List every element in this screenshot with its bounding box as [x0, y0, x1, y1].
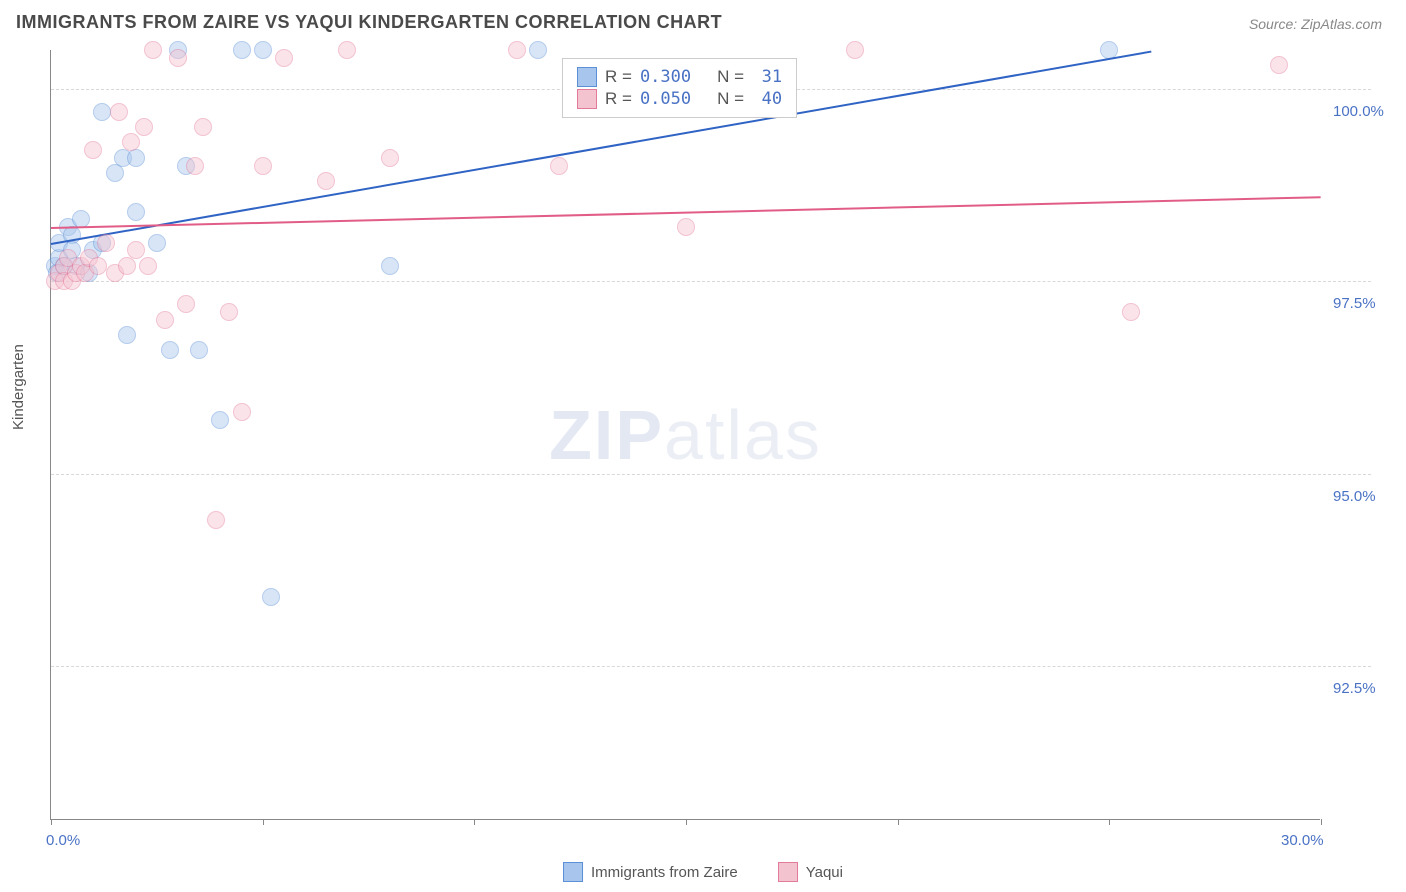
scatter-point: [93, 103, 111, 121]
n-label: N =: [717, 67, 744, 87]
scatter-point: [161, 341, 179, 359]
scatter-point: [233, 403, 251, 421]
scatter-point: [118, 326, 136, 344]
scatter-point: [169, 49, 187, 67]
x-tick: [1321, 819, 1322, 825]
watermark-rest: atlas: [664, 396, 822, 474]
scatter-point: [233, 41, 251, 59]
scatter-point: [106, 164, 124, 182]
scatter-point: [1270, 56, 1288, 74]
scatter-point: [139, 257, 157, 275]
r-value: 0.050: [640, 89, 691, 109]
n-value: 40: [752, 89, 782, 109]
scatter-point: [194, 118, 212, 136]
legend-item: Immigrants from Zaire: [563, 862, 738, 882]
scatter-point: [275, 49, 293, 67]
bottom-legend: Immigrants from Zaire Yaqui: [563, 862, 843, 882]
r-label: R =: [605, 89, 632, 109]
scatter-point: [254, 157, 272, 175]
scatter-point: [110, 103, 128, 121]
x-tick: [263, 819, 264, 825]
scatter-point: [144, 41, 162, 59]
scatter-point: [84, 141, 102, 159]
r-label: R =: [605, 67, 632, 87]
x-tick: [898, 819, 899, 825]
scatter-point: [677, 218, 695, 236]
y-tick-label: 97.5%: [1333, 295, 1403, 312]
source-attribution: Source: ZipAtlas.com: [1249, 16, 1382, 32]
scatter-point: [846, 41, 864, 59]
scatter-point: [1122, 303, 1140, 321]
chart-title: IMMIGRANTS FROM ZAIRE VS YAQUI KINDERGAR…: [16, 12, 722, 33]
legend-swatch: [577, 67, 597, 87]
legend-swatch: [563, 862, 583, 882]
plot-area: ZIPatlas 92.5%95.0%97.5%100.0%0.0%30.0%: [50, 50, 1320, 820]
legend-label: Yaqui: [806, 864, 843, 881]
x-tick: [1109, 819, 1110, 825]
legend-item: Yaqui: [778, 862, 843, 882]
chart-container: IMMIGRANTS FROM ZAIRE VS YAQUI KINDERGAR…: [0, 0, 1406, 892]
scatter-point: [97, 234, 115, 252]
scatter-point: [127, 149, 145, 167]
x-tick-label: 30.0%: [1281, 832, 1324, 849]
scatter-point: [89, 257, 107, 275]
y-tick-label: 92.5%: [1333, 680, 1403, 697]
x-tick: [474, 819, 475, 825]
scatter-point: [135, 118, 153, 136]
gridline-h: [51, 281, 1371, 282]
scatter-point: [220, 303, 238, 321]
gridline-h: [51, 474, 1371, 475]
scatter-point: [118, 257, 136, 275]
scatter-point: [186, 157, 204, 175]
legend-swatch: [778, 862, 798, 882]
gridline-h: [51, 666, 1371, 667]
x-tick-label: 0.0%: [46, 832, 80, 849]
y-tick-label: 95.0%: [1333, 488, 1403, 505]
scatter-point: [127, 203, 145, 221]
scatter-point: [207, 511, 225, 529]
stats-row: R = 0.300 N = 31: [577, 67, 782, 87]
scatter-point: [122, 133, 140, 151]
scatter-point: [550, 157, 568, 175]
legend-label: Immigrants from Zaire: [591, 864, 738, 881]
watermark-bold: ZIP: [549, 396, 664, 474]
watermark: ZIPatlas: [549, 395, 822, 475]
scatter-point: [254, 41, 272, 59]
scatter-point: [127, 241, 145, 259]
x-tick: [686, 819, 687, 825]
scatter-point: [156, 311, 174, 329]
n-label: N =: [717, 89, 744, 109]
y-axis-label: Kindergarten: [10, 344, 27, 430]
scatter-point: [262, 588, 280, 606]
scatter-point: [317, 172, 335, 190]
scatter-point: [190, 341, 208, 359]
scatter-point: [177, 295, 195, 313]
scatter-point: [211, 411, 229, 429]
scatter-point: [508, 41, 526, 59]
stats-row: R = 0.050 N = 40: [577, 89, 782, 109]
scatter-point: [381, 257, 399, 275]
r-value: 0.300: [640, 67, 691, 87]
stats-box: R = 0.300 N = 31 R = 0.050 N = 40: [562, 58, 797, 118]
n-value: 31: [752, 67, 782, 87]
scatter-point: [381, 149, 399, 167]
x-tick: [51, 819, 52, 825]
y-tick-label: 100.0%: [1333, 103, 1403, 120]
legend-swatch: [577, 89, 597, 109]
scatter-point: [338, 41, 356, 59]
scatter-point: [529, 41, 547, 59]
scatter-point: [148, 234, 166, 252]
